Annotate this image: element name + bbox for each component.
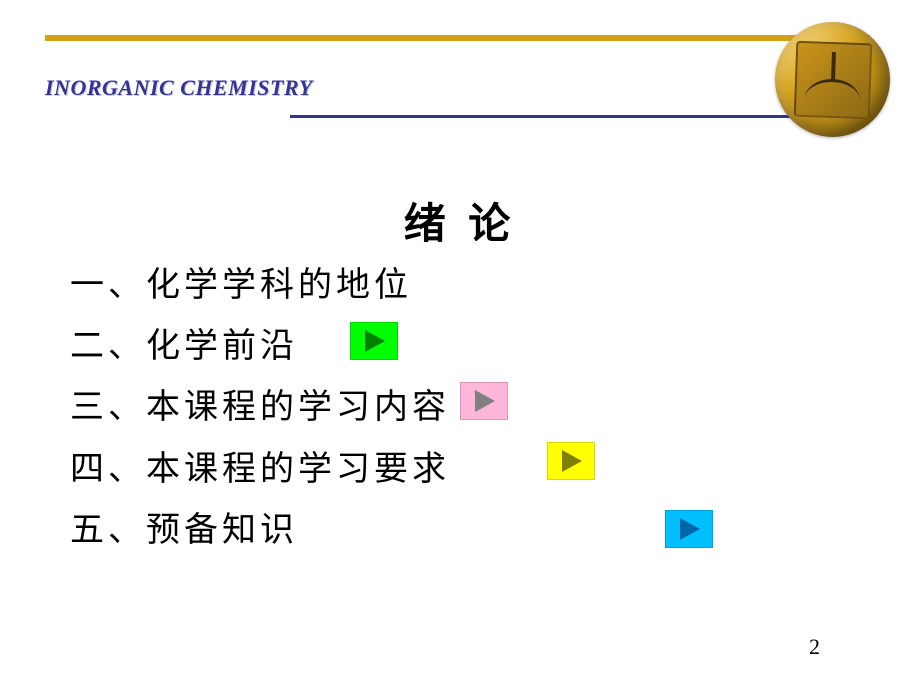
play-button[interactable] (460, 382, 508, 420)
play-icon (361, 328, 387, 354)
play-icon (471, 388, 497, 414)
play-icon (558, 448, 584, 474)
outline-item: 一、化学学科的地位 (70, 255, 450, 316)
outline-item: 三、本课程的学习内容 (70, 377, 450, 438)
play-button[interactable] (665, 510, 713, 548)
play-icon (676, 516, 702, 542)
seal-emblem-icon (793, 40, 872, 119)
slide-title: 绪 论 (0, 190, 920, 251)
top-accent-line (45, 35, 870, 41)
play-button[interactable] (350, 322, 398, 360)
play-button[interactable] (547, 442, 595, 480)
outline-item: 四、本课程的学习要求 (70, 439, 450, 500)
outline-item: 五、预备知识 (70, 500, 450, 561)
university-seal-logo (775, 22, 890, 137)
course-subtitle: INORGANIC CHEMISTRY (45, 75, 313, 101)
outline-list: 一、化学学科的地位 二、化学前沿 三、本课程的学习内容 四、本课程的学习要求 五… (70, 255, 450, 561)
page-number: 2 (809, 634, 820, 660)
